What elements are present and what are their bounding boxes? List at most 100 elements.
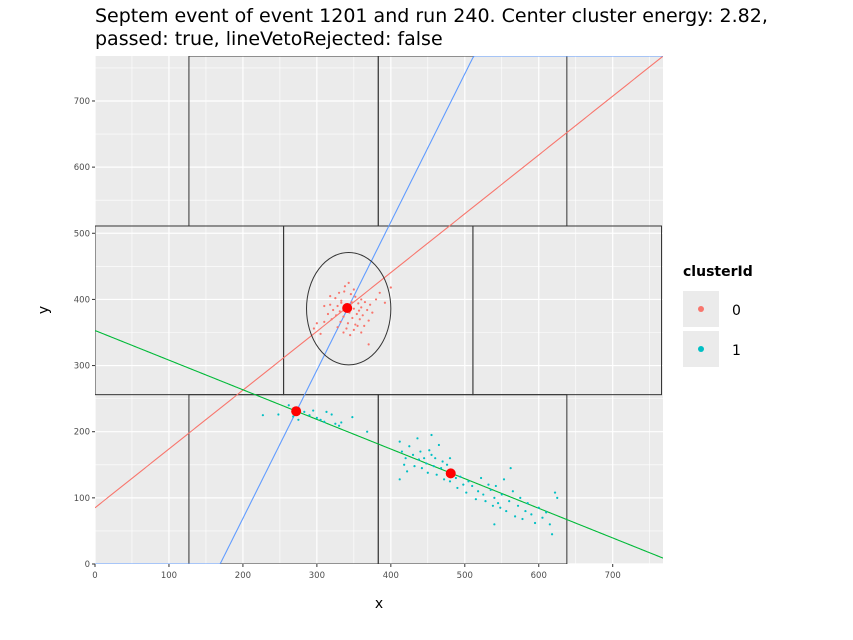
data-point-cluster-1 xyxy=(477,490,480,493)
data-point-cluster-1 xyxy=(303,410,306,413)
y-tick-label: 500 xyxy=(74,229,90,239)
data-point-cluster-1 xyxy=(500,493,503,496)
data-point-cluster-0 xyxy=(346,322,350,325)
y-tick-label: 100 xyxy=(74,494,90,504)
x-tick-label: 100 xyxy=(161,571,177,581)
cluster-center xyxy=(342,303,353,314)
fit-line xyxy=(95,329,663,559)
data-point-cluster-1 xyxy=(448,480,452,483)
data-point-cluster-0 xyxy=(347,281,350,284)
data-point-cluster-0 xyxy=(389,286,392,289)
data-point-cluster-1 xyxy=(516,504,520,507)
data-point-cluster-0 xyxy=(345,327,348,330)
data-point-cluster-0 xyxy=(361,314,364,317)
legend-label-0: 0 xyxy=(732,303,741,319)
data-point-cluster-1 xyxy=(319,418,322,421)
data-point-cluster-0 xyxy=(319,332,322,335)
data-point-cluster-1 xyxy=(261,414,264,417)
y-axis-label: y xyxy=(36,306,52,314)
data-point-cluster-0 xyxy=(338,310,341,313)
data-point-cluster-0 xyxy=(343,285,347,288)
chip-outlines xyxy=(95,56,663,564)
data-point-cluster-1 xyxy=(312,409,315,412)
data-point-cluster-1 xyxy=(553,491,557,494)
data-point-cluster-0 xyxy=(367,343,370,346)
data-point-cluster-1 xyxy=(521,517,524,521)
axes: 0 100 200 300 400 500 600 700 0 100 200 300 400 500 60… xyxy=(74,97,621,581)
data-point-cluster-1 xyxy=(548,523,551,526)
data-point-cluster-1 xyxy=(505,509,508,513)
data-point-cluster-1 xyxy=(494,484,497,488)
x-tick-label: 600 xyxy=(531,571,547,581)
data-point-cluster-1 xyxy=(482,493,485,496)
data-point-cluster-0 xyxy=(343,290,346,293)
data-point-cluster-0 xyxy=(329,295,332,298)
y-tick-label: 0 xyxy=(85,560,90,570)
data-point-cluster-0 xyxy=(367,319,370,322)
data-point-cluster-1 xyxy=(323,420,326,423)
data-point-cluster-1 xyxy=(471,484,474,488)
data-point-cluster-1 xyxy=(467,480,470,483)
data-point-cluster-0 xyxy=(335,314,338,317)
data-point-cluster-0 xyxy=(352,328,355,331)
data-point-cluster-0 xyxy=(355,312,358,316)
data-point-cluster-1 xyxy=(435,473,438,476)
x-tick-label: 0 xyxy=(92,571,97,581)
data-point-cluster-0 xyxy=(323,320,326,324)
data-point-cluster-0 xyxy=(337,291,341,294)
data-point-cluster-1 xyxy=(479,476,483,480)
legend-title: clusterId xyxy=(683,264,753,280)
data-point-cluster-1 xyxy=(524,509,527,513)
data-point-cluster-0 xyxy=(312,327,316,330)
data-point-cluster-0 xyxy=(383,301,387,304)
data-point-cluster-1 xyxy=(416,437,419,440)
data-point-cluster-1 xyxy=(491,504,494,507)
data-point-cluster-1 xyxy=(419,450,422,453)
chart-title-line-1: Septem event of event 1201 and run 240. … xyxy=(95,5,768,27)
legend: clusterId 0 1 xyxy=(683,264,753,367)
data-point-cluster-0 xyxy=(336,304,339,308)
data-point-cluster-0 xyxy=(363,300,367,304)
data-point-cluster-0 xyxy=(360,298,363,301)
data-point-cluster-0 xyxy=(340,301,343,304)
data-point-cluster-1 xyxy=(487,483,490,486)
data-point-cluster-0 xyxy=(354,323,357,326)
data-point-cluster-0 xyxy=(378,291,381,294)
data-point-cluster-0 xyxy=(354,295,357,298)
data-point-cluster-0 xyxy=(352,288,355,291)
data-point-cluster-1 xyxy=(437,443,441,447)
fit-line xyxy=(95,56,663,509)
cluster-center xyxy=(291,406,302,417)
x-axis-label: x xyxy=(375,596,383,612)
data-point-cluster-1 xyxy=(462,483,465,486)
data-point-cluster-1 xyxy=(533,521,537,525)
data-point-cluster-1 xyxy=(432,465,435,468)
data-point-cluster-0 xyxy=(357,309,361,312)
data-point-cluster-0 xyxy=(360,331,363,334)
data-point-cluster-1 xyxy=(489,488,492,492)
data-point-cluster-1 xyxy=(545,511,548,514)
chart-title-line-2: passed: true, lineVetoRejected: false xyxy=(95,28,443,50)
data-point-cluster-1 xyxy=(398,440,401,443)
data-point-cluster-1 xyxy=(334,422,337,425)
veto-ellipse xyxy=(306,251,392,366)
data-point-cluster-0 xyxy=(352,307,355,310)
data-point-cluster-0 xyxy=(374,298,378,301)
data-point-cluster-1 xyxy=(519,496,522,499)
y-tick-label: 700 xyxy=(74,97,90,107)
data-point-cluster-0 xyxy=(334,296,337,300)
x-tick-label: 300 xyxy=(309,571,325,581)
data-point-cluster-0 xyxy=(351,316,354,320)
data-point-cluster-0 xyxy=(326,312,330,316)
points xyxy=(261,281,559,536)
y-tick-label: 300 xyxy=(74,362,90,372)
data-point-cluster-0 xyxy=(360,306,363,309)
data-point-cluster-1 xyxy=(297,418,300,421)
data-point-cluster-1 xyxy=(406,470,409,473)
data-point-cluster-1 xyxy=(340,421,343,424)
data-point-cluster-0 xyxy=(371,311,374,314)
data-point-cluster-0 xyxy=(357,302,360,305)
legend-swatch-0 xyxy=(698,306,704,312)
y-tick-label: 400 xyxy=(74,295,90,305)
